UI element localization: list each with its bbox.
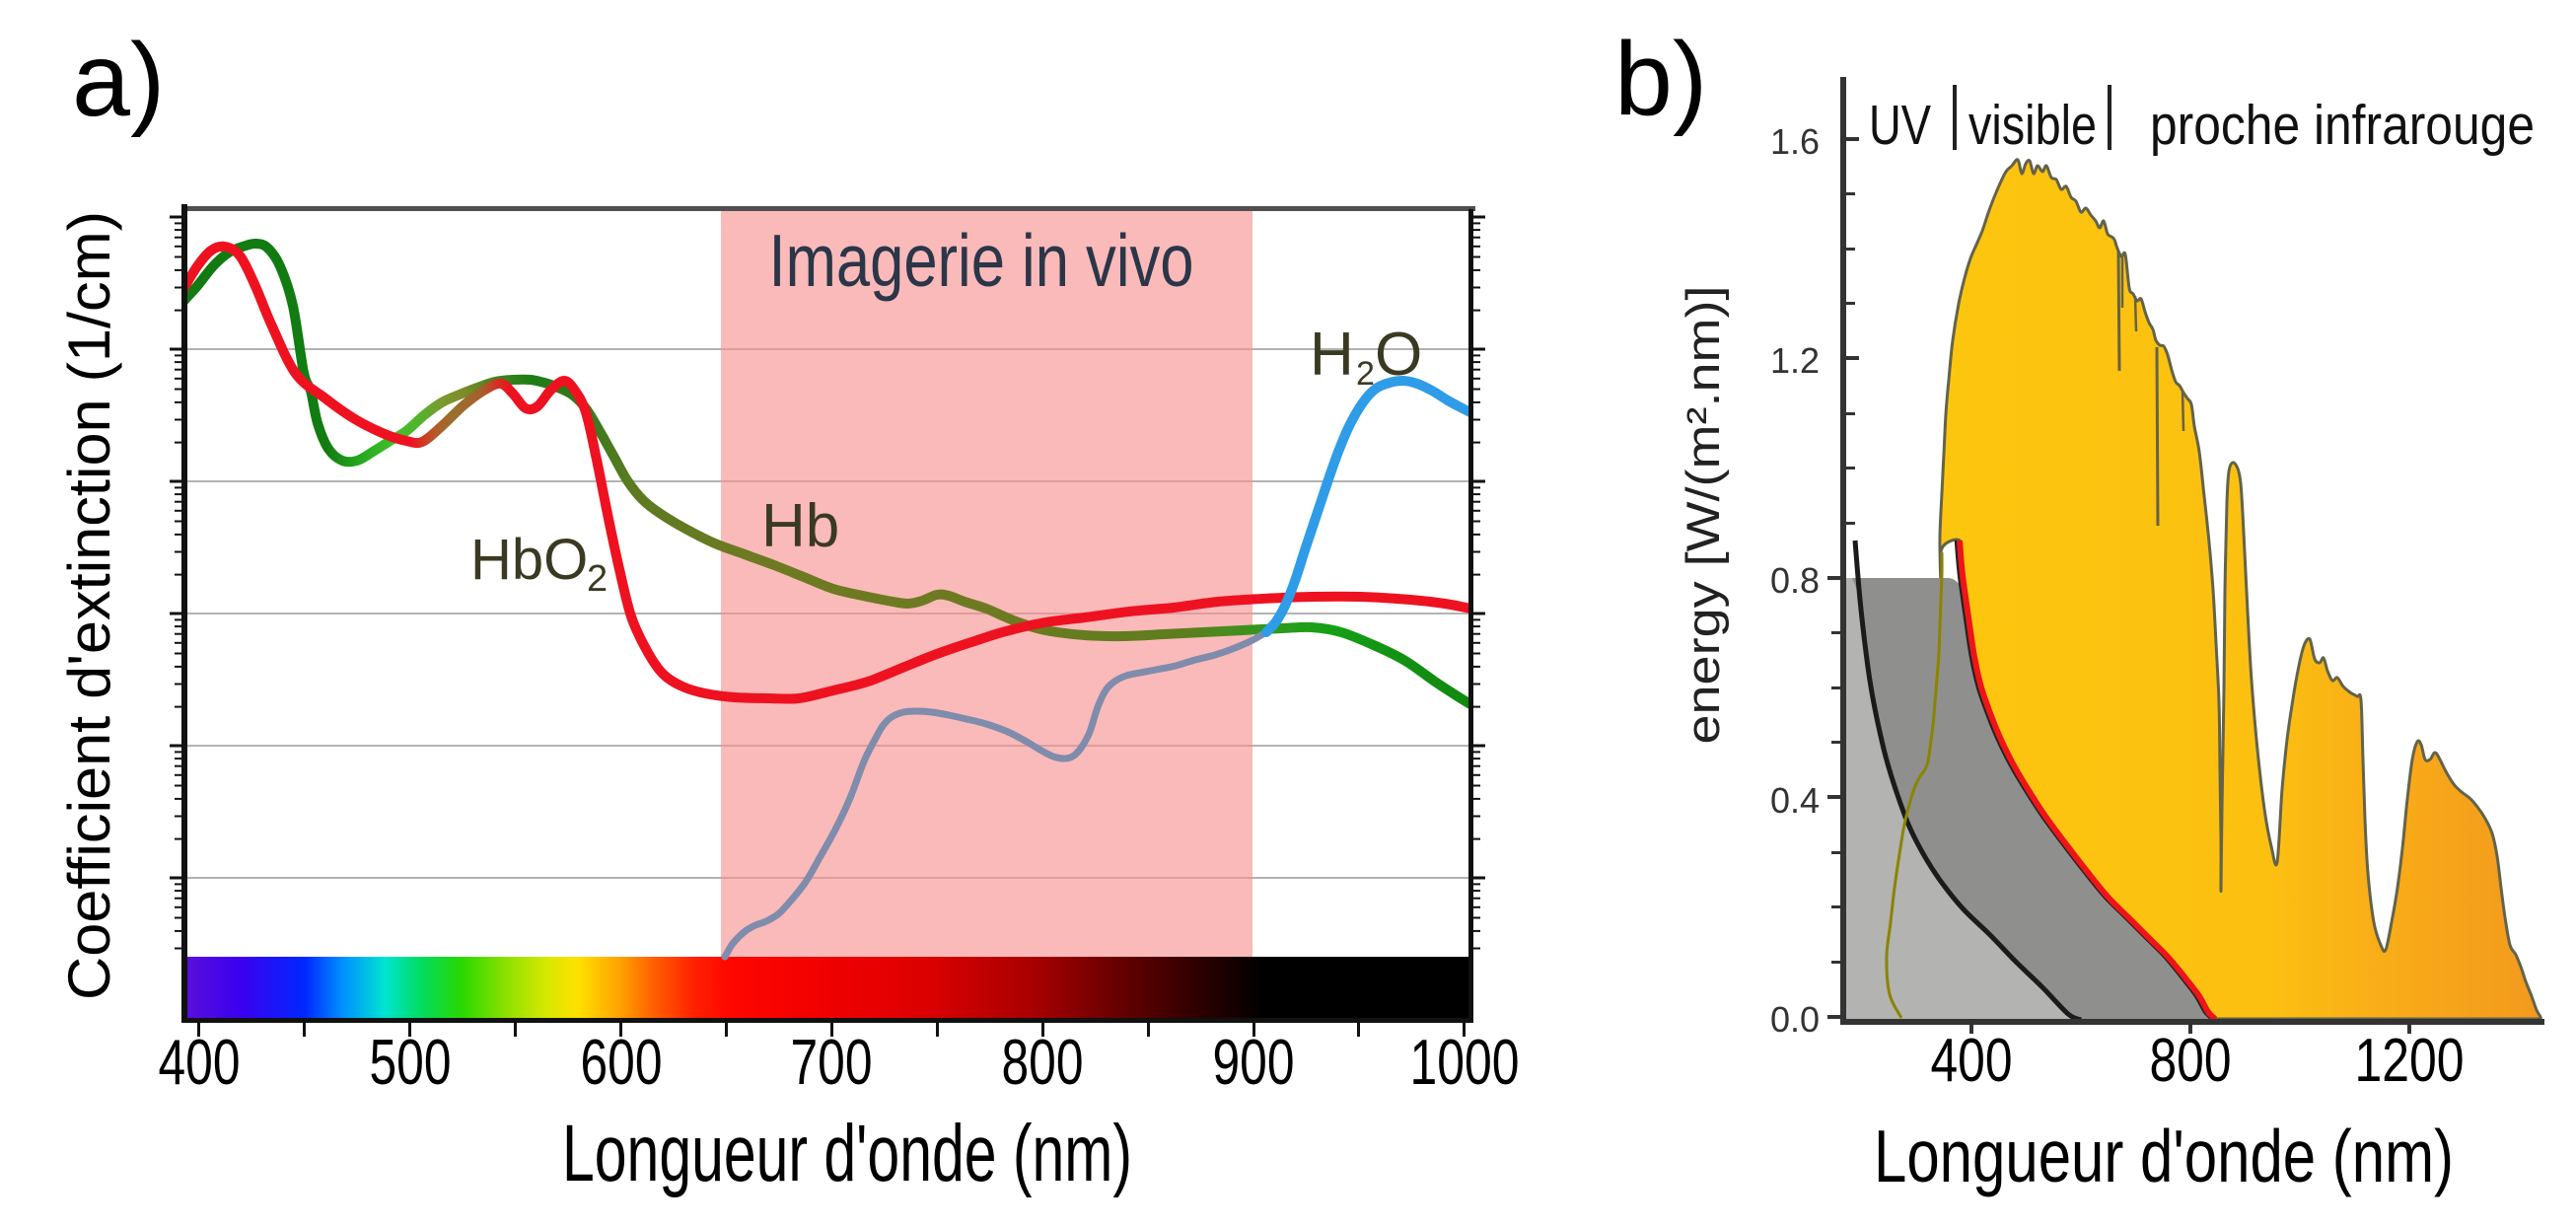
svg-text:2: 2 (1356, 355, 1375, 393)
svg-text:0.8: 0.8 (1770, 560, 1820, 601)
svg-text:visible: visible (1968, 94, 2097, 157)
svg-text:H: H (1310, 321, 1354, 389)
svg-text:1200: 1200 (2355, 1027, 2465, 1095)
svg-text:400: 400 (159, 1026, 241, 1098)
svg-text:2: 2 (587, 558, 608, 600)
svg-text:UV: UV (1869, 94, 1931, 157)
svg-text:700: 700 (791, 1026, 873, 1098)
svg-text:Longueur d'onde (nm): Longueur d'onde (nm) (562, 1109, 1132, 1198)
svg-text:b): b) (1614, 21, 1707, 137)
svg-text:400: 400 (1931, 1027, 2013, 1095)
svg-text:a): a) (72, 22, 165, 138)
svg-text:energy [W/(m².nm)]: energy [W/(m².nm)] (1677, 286, 1729, 745)
svg-text:O: O (1375, 321, 1422, 389)
svg-text:800: 800 (1002, 1026, 1084, 1098)
svg-text:Longueur d'onde (nm): Longueur d'onde (nm) (1874, 1115, 2454, 1197)
svg-text:800: 800 (2150, 1027, 2232, 1095)
svg-text:Hb: Hb (761, 492, 839, 560)
svg-text:1000: 1000 (1410, 1026, 1520, 1098)
svg-text:HbO: HbO (470, 528, 588, 592)
svg-text:600: 600 (581, 1026, 663, 1098)
svg-text:0.0: 0.0 (1770, 999, 1820, 1040)
svg-text:1.2: 1.2 (1770, 340, 1820, 381)
svg-text:proche infrarouge: proche infrarouge (2150, 94, 2535, 157)
svg-text:Coefficient d'extinction (1/cm: Coefficient d'extinction (1/cm) (56, 211, 122, 1000)
svg-text:Imagerie in vivo: Imagerie in vivo (769, 219, 1194, 302)
svg-text:500: 500 (370, 1026, 452, 1098)
svg-text:0.4: 0.4 (1770, 780, 1820, 821)
svg-text:1.6: 1.6 (1770, 121, 1820, 162)
svg-text:900: 900 (1213, 1026, 1295, 1098)
